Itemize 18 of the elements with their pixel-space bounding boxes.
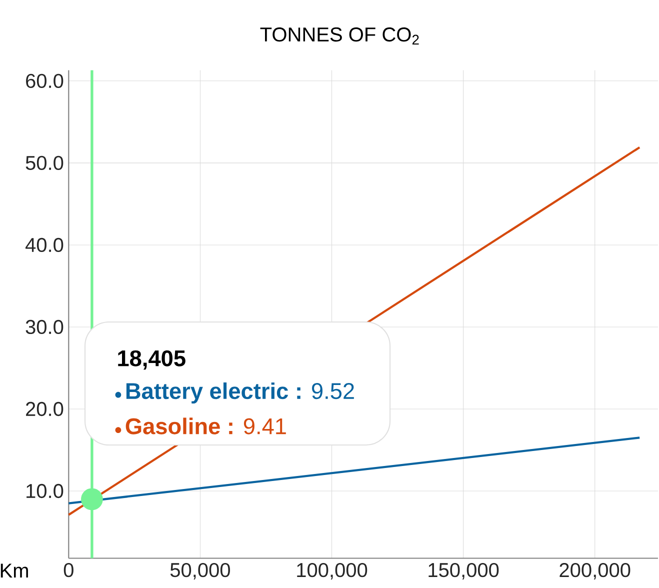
y-tick-label: 30.0 <box>26 320 64 334</box>
x-tick-label: 0 <box>64 562 74 578</box>
annotation: : 9.52 <box>297 383 354 400</box>
x-tick-label: 50,000 <box>170 562 230 580</box>
y-tick-label: 50.0 <box>26 156 64 170</box>
y-tick-label: 40.0 <box>25 238 64 252</box>
annotation: : 9.41 <box>229 418 286 434</box>
annotation: 18,405 <box>118 350 186 370</box>
x-tick-label: 100,000 <box>297 562 368 580</box>
legend-label: Gasoline <box>126 418 220 434</box>
chart-title: TONNES OF CO$_{2}$ <box>260 27 419 45</box>
y-tick-label: 10.0 <box>26 484 64 498</box>
x-axis-title: Km <box>0 564 28 578</box>
y-tick-label: 60.0 <box>26 74 64 88</box>
legend-label: Battery electric <box>126 382 288 404</box>
x-tick-label: 200,000 <box>560 562 630 580</box>
x-tick-label: 150,000 <box>428 562 499 580</box>
y-tick-label: 20.0 <box>26 402 64 416</box>
